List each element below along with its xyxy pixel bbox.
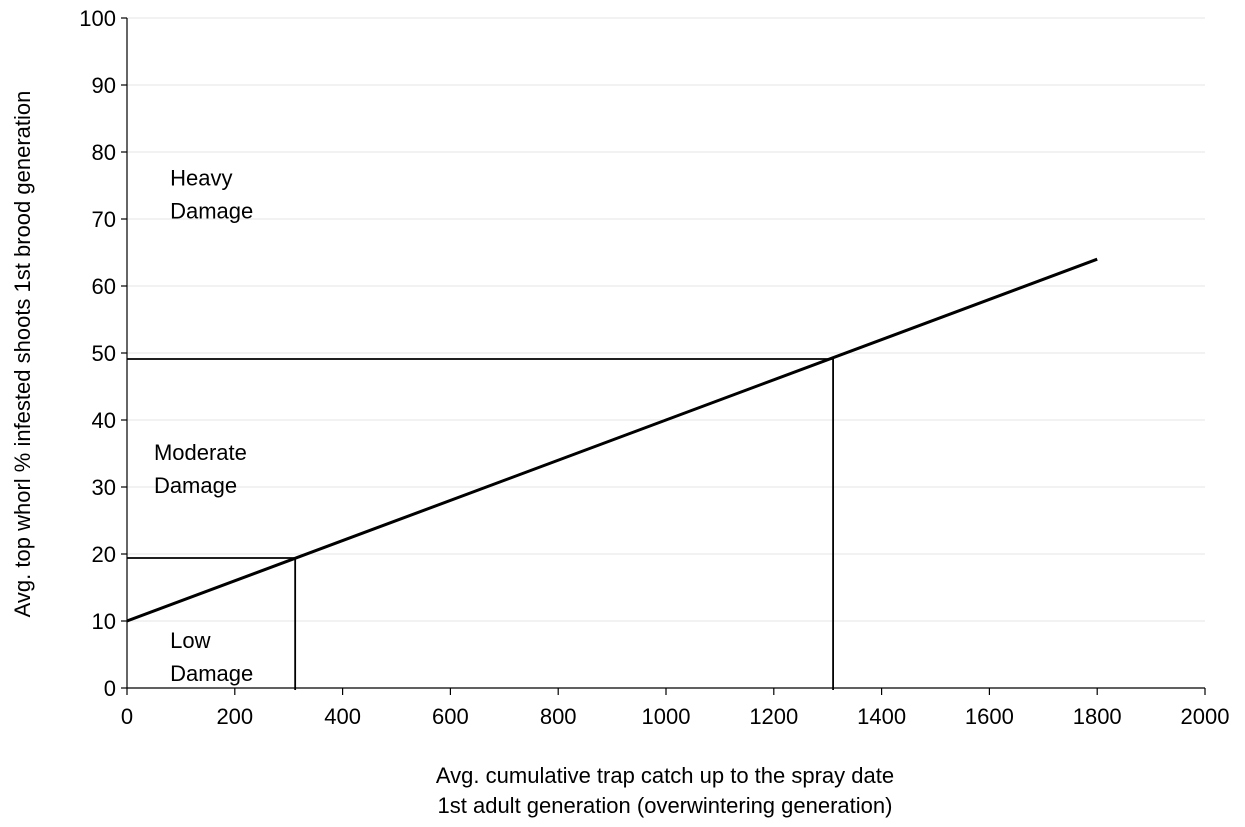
- series-lines: [126, 257, 1098, 623]
- x-tick-label: 1400: [857, 704, 906, 729]
- x-tick-label: 600: [432, 704, 469, 729]
- x-tick-label: 400: [324, 704, 361, 729]
- y-tick-label: 100: [79, 6, 116, 31]
- y-tick-label: 10: [92, 609, 116, 634]
- y-axis-label: Avg. top whorl % infested shoots 1st bro…: [10, 91, 35, 618]
- region-label: Damage: [170, 661, 253, 686]
- y-tick-label: 70: [92, 207, 116, 232]
- y-tick-label: 20: [92, 542, 116, 567]
- y-tick-label: 0: [104, 676, 116, 701]
- y-tick-label: 30: [92, 475, 116, 500]
- region-labels: Heavy Damage Moderate Damage Low Damage: [154, 166, 253, 686]
- threshold-lines: [127, 358, 834, 690]
- x-tick-label: 1800: [1073, 704, 1122, 729]
- x-tick-label: 1600: [965, 704, 1014, 729]
- x-axis-label-line-1: Avg. cumulative trap catch up to the spr…: [436, 763, 894, 788]
- y-tick-label: 60: [92, 274, 116, 299]
- region-label: Heavy: [170, 166, 232, 191]
- y-tick-label: 80: [92, 140, 116, 165]
- x-tick-label: 800: [540, 704, 577, 729]
- x-tick-label: 200: [216, 704, 253, 729]
- region-label: Damage: [154, 473, 237, 498]
- gridlines: [127, 17, 1205, 622]
- region-label: Damage: [170, 199, 253, 224]
- y-tick-label: 40: [92, 408, 116, 433]
- x-tick-label: 1200: [749, 704, 798, 729]
- x-tick-label: 0: [121, 704, 133, 729]
- x-tick-label: 1000: [642, 704, 691, 729]
- y-tick-label: 90: [92, 73, 116, 98]
- x-axis-label-line-2: 1st adult generation (overwintering gene…: [438, 793, 893, 818]
- region-label: Low: [170, 628, 210, 653]
- axes: [121, 17, 1206, 695]
- region-label: Moderate: [154, 440, 247, 465]
- x-tick-labels: 0 200 400 600 800 1000 1200 1400 1600 1800 2000: [121, 704, 1230, 729]
- y-tick-labels: 0 10 20 30 40 50 60 70 80 90 100: [79, 6, 116, 701]
- x-tick-label: 2000: [1181, 704, 1230, 729]
- series-line: [126, 257, 1098, 623]
- y-tick-label: 50: [92, 341, 116, 366]
